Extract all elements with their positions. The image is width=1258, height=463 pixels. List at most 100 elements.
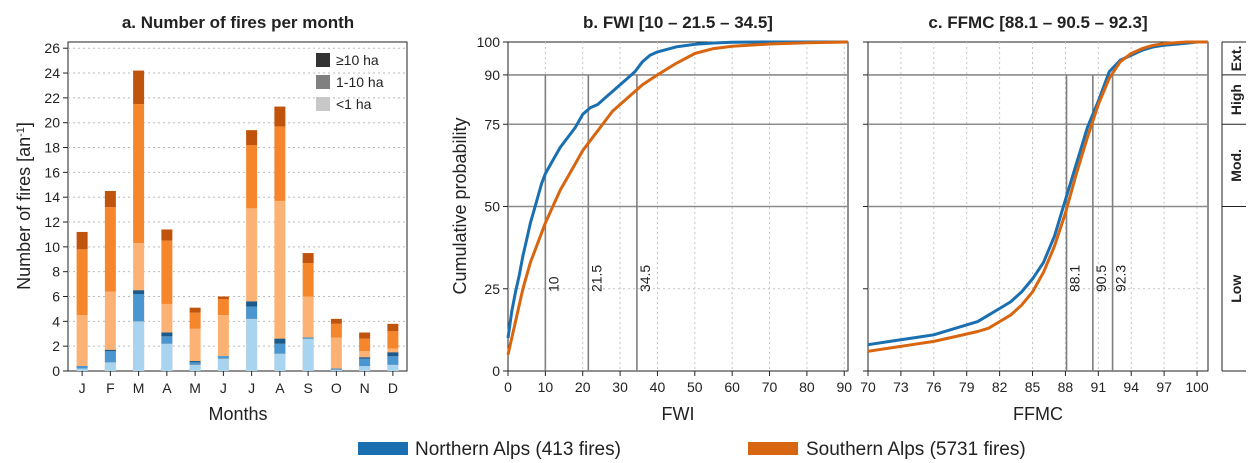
panel-b-title: b. FWI [10 – 21.5 – 34.5] [583, 13, 773, 32]
panel-a-x-tick-label: F [106, 380, 115, 396]
bar-south-medium [330, 323, 342, 338]
bar-south-small [302, 296, 314, 371]
bar-north-medium [133, 294, 145, 322]
panel-a-x-tick-label: D [388, 380, 398, 396]
panel-a-y-tick-label: 12 [44, 214, 60, 230]
panel-b-cdf-chart: 10 21.5 34.5 0 10 20 30 40 50 60 70 80 90 0 25 50 75 90 1… [450, 34, 852, 424]
panel-a-y-tick-label: 4 [52, 313, 60, 329]
panel-a-y-tick-label: 0 [52, 363, 60, 379]
bar-north-small [274, 353, 286, 371]
panel-a-y-tick-label: 24 [44, 65, 60, 81]
panel-a-x-tick-label: A [275, 380, 285, 396]
series-legend: Northern Alps (413 fires) Southern Alps … [358, 439, 1026, 460]
panel-b-line-south [506, 40, 849, 355]
bar-north-large [133, 290, 145, 295]
panel-a-y-tick-label: 16 [44, 164, 60, 180]
panel-a-y-tick-label: 26 [44, 40, 60, 56]
panel-b-x-tick-label: 80 [799, 379, 815, 395]
panel-a-y-tick-label: 18 [44, 140, 60, 156]
bar-south-large [104, 190, 116, 208]
bar-north-medium [274, 343, 286, 354]
panel-b-x-tick-label: 40 [650, 379, 666, 395]
panel-a-y-tick-label: 22 [44, 90, 60, 106]
panel-c-marker-label: 92.3 [1113, 265, 1129, 292]
panel-c-x-label: FFMC [1013, 404, 1063, 424]
bar-south-large [359, 332, 371, 339]
bar-north-large [189, 361, 201, 363]
panel-a-title: a. Number of fires per month [122, 13, 354, 32]
legend-south-label: Southern Alps (5731 fires) [806, 439, 1026, 460]
panel-b-x-label: FWI [662, 404, 695, 424]
bar-north-large [104, 349, 116, 352]
bar-south-medium [217, 298, 229, 316]
bar-north-small [330, 369, 342, 371]
panel-a-y-tick-label: 10 [44, 239, 60, 255]
panel-a-y-label: Number of fires [an-1] [14, 122, 34, 290]
panel-b-y-tick-label: 75 [484, 116, 500, 132]
bar-north-medium [246, 306, 258, 319]
bar-north-small [387, 364, 399, 371]
panel-a-frame [67, 41, 408, 372]
bar-south-large [330, 318, 342, 324]
bar-south-large [246, 130, 258, 146]
panel-c-x-tick-label: 82 [992, 379, 1008, 395]
panel-c-x-tick-label: 70 [860, 379, 876, 395]
bar-north-medium [330, 368, 342, 370]
panel-c-cdf-chart: 88.1 90.5 92.3 70 73 76 79 82 85 88 91 94 97 100 Low… [860, 40, 1246, 424]
bar-north-small [359, 366, 371, 371]
bar-north-small [76, 368, 88, 371]
legend-label-small: <1 ha [336, 96, 372, 112]
panel-b-x-tick-label: 30 [612, 379, 628, 395]
panel-a-x-tick-label: J [220, 380, 227, 396]
zone-label: High [1228, 84, 1244, 115]
panel-b-x-tick-label: 70 [762, 379, 778, 395]
bar-north-large [274, 338, 286, 344]
panel-b-y-tick-label: 0 [492, 363, 500, 379]
bar-north-medium [302, 337, 314, 339]
panel-a-y-tick-label: 14 [44, 189, 60, 205]
panel-c-marker-label: 88.1 [1067, 265, 1083, 292]
bar-north-small [133, 321, 145, 371]
legend-label-large: ≥10 ha [336, 52, 379, 68]
panel-a-x-tick-label: M [189, 380, 201, 396]
bar-south-medium [246, 145, 258, 209]
bar-north-small [217, 358, 229, 371]
panel-b-y-label: Cumulative probability [450, 117, 470, 294]
panel-b-y-tick-label: 100 [477, 34, 501, 50]
panel-c-x-tick-label: 85 [1025, 379, 1041, 395]
bar-south-small [274, 200, 286, 371]
panel-b-x-tick-label: 10 [538, 379, 554, 395]
panel-c-title: c. FFMC [88.1 – 90.5 – 92.3] [928, 13, 1147, 32]
panel-c-x-tick-label: 76 [926, 379, 942, 395]
bar-north-small [104, 362, 116, 371]
bar-north-medium [104, 351, 116, 363]
bar-south-large [302, 253, 314, 263]
bar-south-medium [274, 126, 286, 201]
panel-b-x-tick-label: 60 [724, 379, 740, 395]
panel-b-marker-label: 21.5 [588, 265, 604, 292]
panel-a-x-tick-label: O [331, 380, 342, 396]
bar-south-small [330, 337, 342, 371]
panel-c-line-south [867, 40, 1208, 353]
bar-north-small [246, 318, 258, 371]
bar-south-large [274, 106, 286, 127]
bar-south-large [161, 229, 173, 241]
legend-swatch-large [316, 53, 330, 67]
bar-south-medium [76, 249, 88, 316]
bar-north-medium [76, 366, 88, 369]
bar-south-small [217, 315, 229, 371]
bar-south-small [104, 291, 116, 371]
bar-south-medium [302, 262, 314, 297]
panel-a-x-tick-label: S [303, 380, 312, 396]
zone-label: Ext. [1228, 46, 1244, 72]
bar-south-medium [189, 312, 201, 329]
panel-c-x-tick-label: 97 [1156, 379, 1172, 395]
bar-south-medium [161, 240, 173, 304]
panel-b-marker-label: 34.5 [637, 265, 653, 292]
legend-north-swatch [358, 442, 408, 455]
panel-b-x-tick-label: 20 [575, 379, 591, 395]
panel-b-y-tick-label: 50 [484, 199, 500, 215]
legend-swatch-medium [316, 75, 330, 89]
panel-c-marker-label: 90.5 [1093, 265, 1109, 292]
